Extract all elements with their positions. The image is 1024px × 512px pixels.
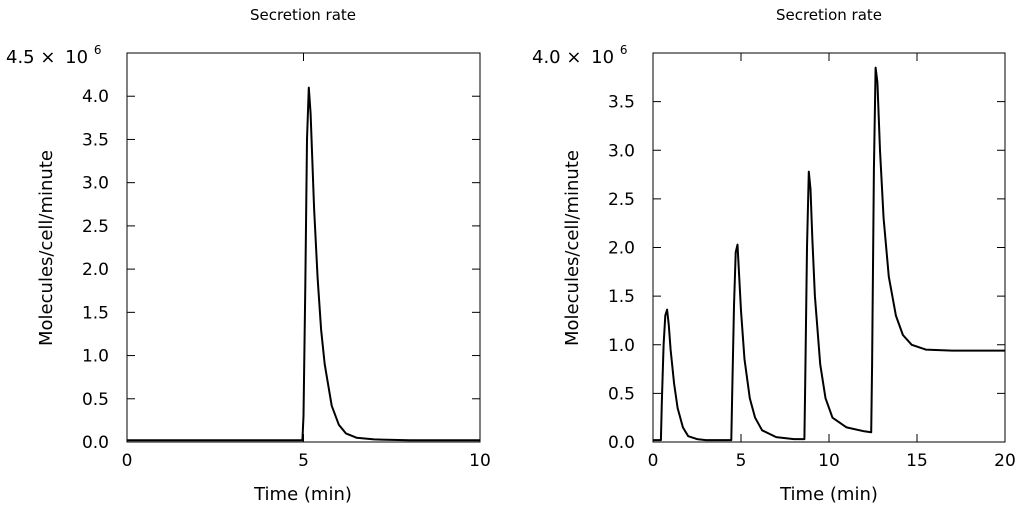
- x-axis: 0 5 10: [122, 53, 491, 471]
- x-tick-label: 15: [906, 451, 928, 471]
- series-line: [653, 66, 1005, 442]
- x-tick-label: 10: [469, 451, 491, 471]
- y-tick-label: 2.5: [82, 217, 109, 237]
- plot-frame: [652, 52, 1006, 443]
- y-tick-label: 2.0: [82, 260, 109, 280]
- x-tick-label: 5: [736, 451, 747, 471]
- y-multiplier: 4.5 × 10 6: [6, 43, 101, 68]
- y-tick-label: 3.5: [608, 93, 635, 113]
- y-tick-label: 1.0: [608, 336, 635, 356]
- x-axis-label: Time (min): [779, 484, 878, 505]
- y-axis-label: Molecules/cell/minute: [562, 150, 583, 346]
- y-axis: 0.0 0.5 1.0 1.5 2.0 2.5 3.0 3.5 4.0: [82, 87, 480, 453]
- x-tick-label: 0: [122, 451, 133, 471]
- y-tick-label: 4.0: [82, 87, 109, 107]
- y-tick-label: 0.5: [608, 384, 635, 404]
- y-tick-label: 1.5: [82, 303, 109, 323]
- x-tick-label: 0: [648, 451, 659, 471]
- x-tick-label: 20: [994, 451, 1016, 471]
- y-multiplier: 4.0 × 10 6: [532, 43, 627, 68]
- y-tick-label: 2.5: [608, 190, 635, 210]
- y-tick-label: 0.0: [82, 433, 109, 453]
- x-axis: 0 5 10 15 20: [648, 53, 1016, 471]
- y-tick-label: 0.5: [82, 390, 109, 410]
- series-line: [127, 86, 480, 442]
- x-axis-label: Time (min): [253, 484, 352, 505]
- y-tick-label: 2.0: [608, 239, 635, 259]
- y-tick-label: 3.0: [608, 141, 635, 161]
- chart-title: Secretion rate: [776, 6, 882, 24]
- x-tick-label: 10: [818, 451, 840, 471]
- chart-left: Secretion rate 4.5 × 10 6 0 5 10 0.0 0.5 1.0…: [6, 6, 491, 505]
- y-tick-label: 3.0: [82, 174, 109, 194]
- x-tick-label: 5: [298, 451, 309, 471]
- y-tick-label: 1.0: [82, 347, 109, 367]
- y-tick-label: 0.0: [608, 433, 635, 453]
- chart-right: Secretion rate 4.0 × 10 6 0 5 10 15 20 0.00.…: [532, 6, 1016, 505]
- y-axis-label: Molecules/cell/minute: [36, 150, 57, 346]
- y-tick-label: 1.5: [608, 287, 635, 307]
- chart-title: Secretion rate: [250, 6, 356, 24]
- y-tick-label: 3.5: [82, 130, 109, 150]
- y-axis: 0.0 0.5 1.0 1.5 2.0 2.5 3.0 3.5: [608, 93, 1005, 453]
